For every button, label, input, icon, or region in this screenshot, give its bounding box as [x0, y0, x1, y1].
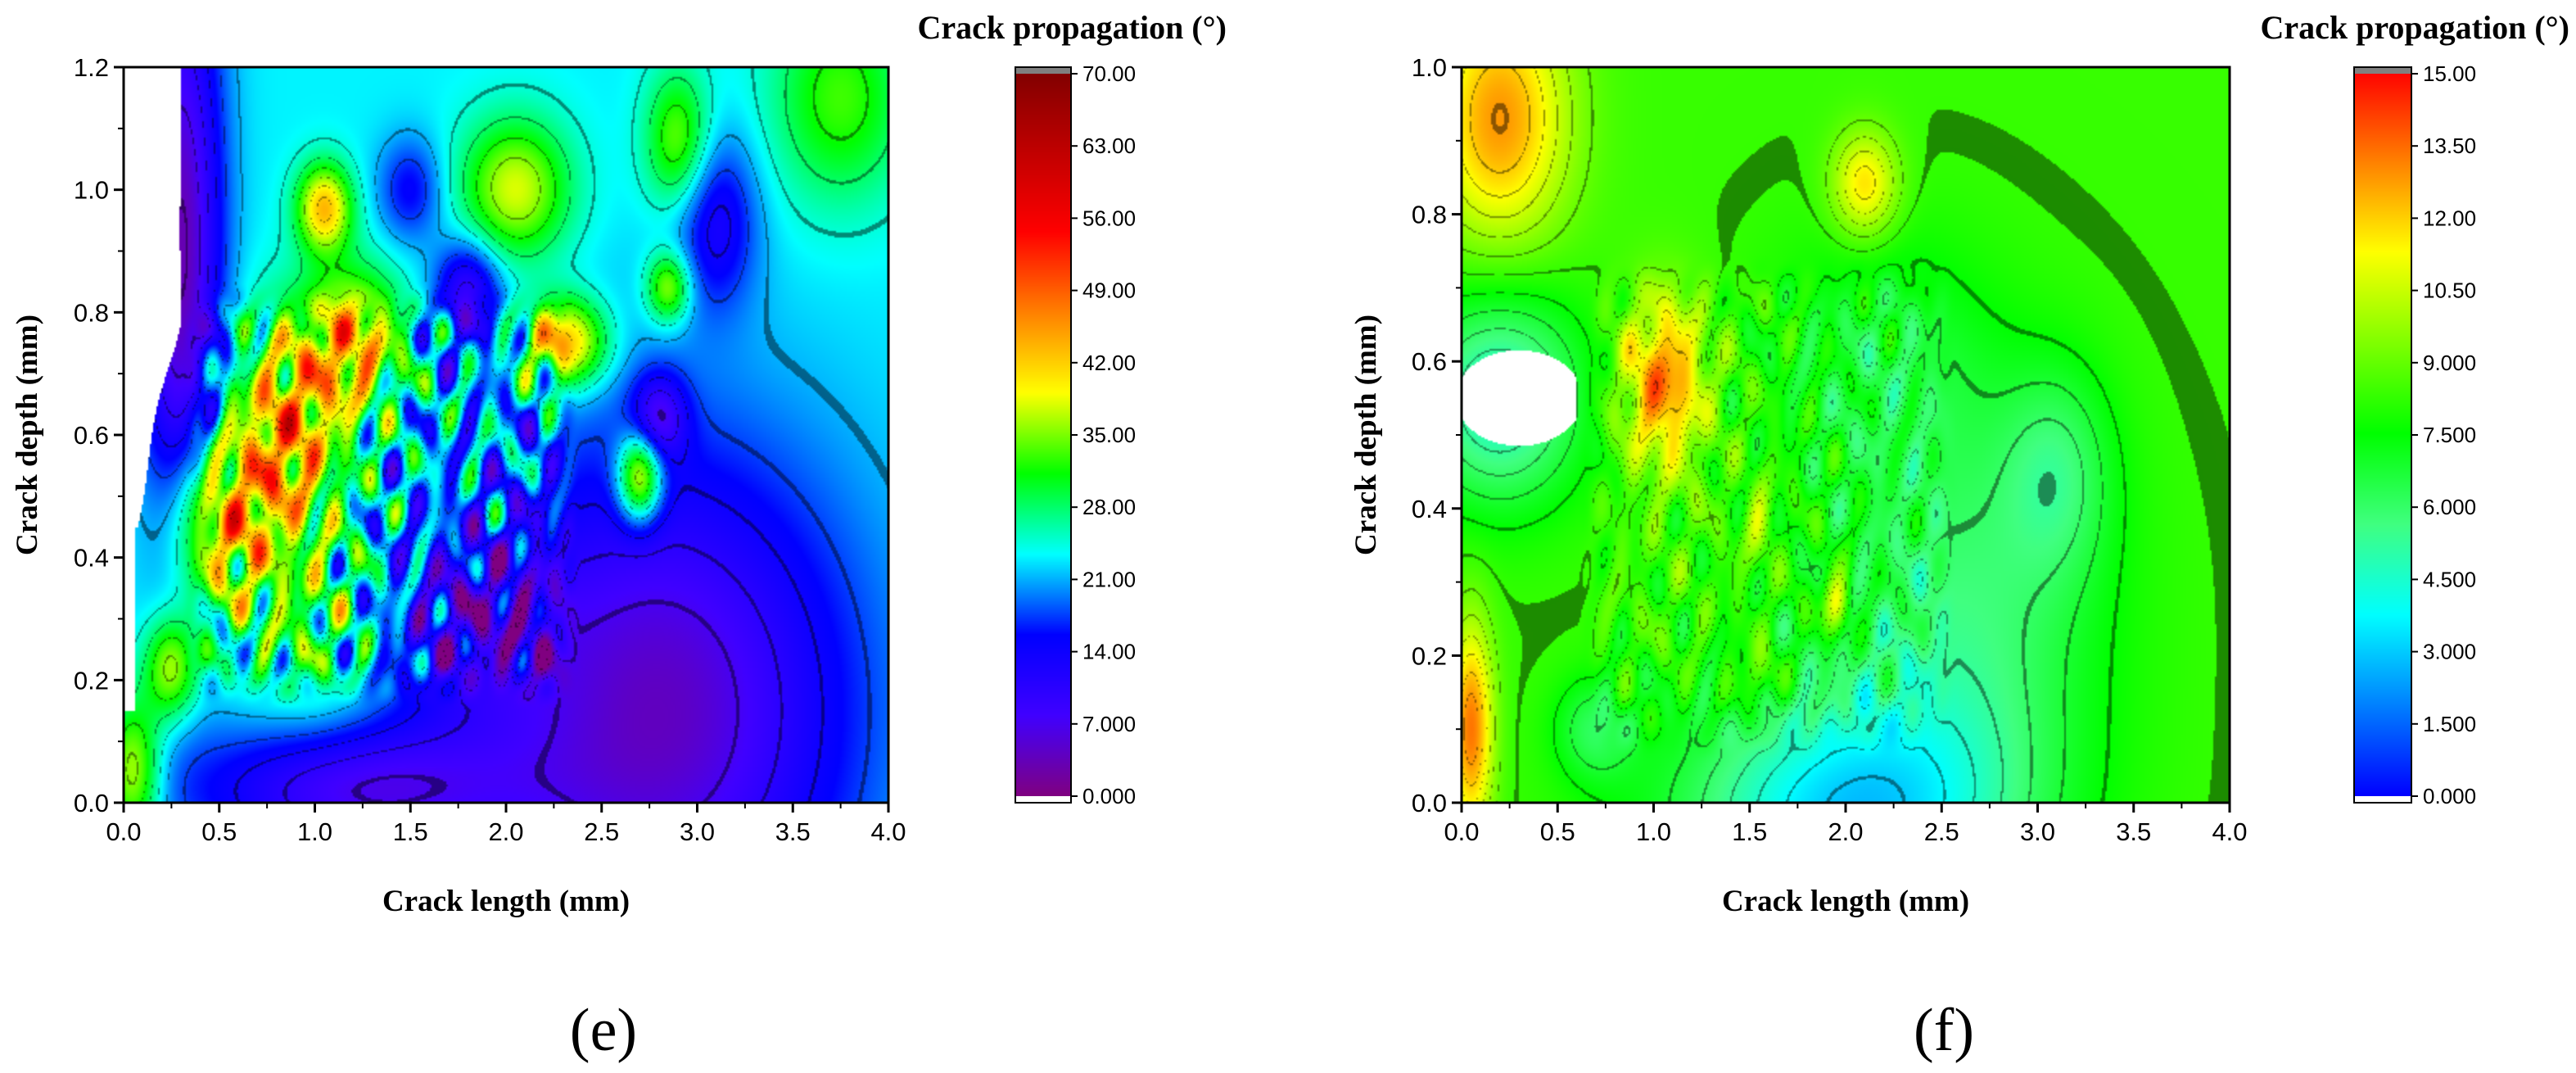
- colorbar-tick-label: 3.000: [2423, 640, 2476, 664]
- colorbar-tick-label: 35.00: [1082, 423, 1136, 447]
- colorbar-tick-label: 56.00: [1082, 206, 1136, 230]
- colorbar-ticks-f: 0.000 1.500 3.000 4.500 6.000 7.500 9.000 10.50…: [2411, 61, 2476, 808]
- colorbar-tick-label: 49.00: [1082, 278, 1136, 303]
- x-tick-label: 1.0: [1636, 817, 1671, 846]
- colorbar-tick-label: 1.500: [2423, 712, 2476, 736]
- x-tick-label: 3.0: [680, 817, 715, 846]
- y-tick-label: 0.6: [1412, 347, 1447, 376]
- colorbar-tick-label: 0.000: [2423, 784, 2476, 808]
- y-tick-label: 1.0: [1412, 53, 1447, 82]
- y-ticks-f: 0.0 0.2 0.4 0.6 0.8 1.0: [1412, 53, 1462, 817]
- x-tick-label: 3.5: [775, 817, 811, 846]
- x-tick-label: 3.0: [2020, 817, 2055, 846]
- plot-frame-f: [1460, 66, 2231, 804]
- y-tick-label: 0.0: [1412, 789, 1447, 817]
- x-tick-label: 2.0: [1828, 817, 1863, 846]
- y-tick-label: 1.0: [74, 176, 109, 205]
- colorbar-ticks-e: 0.000 7.000 14.00 21.00 28.00 35.00 42.00 49.00…: [1071, 61, 1136, 808]
- x-tick-label: 2.0: [488, 817, 523, 846]
- heatmap-f: [1462, 67, 2230, 803]
- colorbar-tick-label: 42.00: [1082, 351, 1136, 375]
- panel-e: 0.0 0.5 1.0 1.5 2.0 2.5 3.0 3.5 4.0 0.0 0.2 0.4 0.6…: [11, 9, 1227, 1064]
- colorbar-top-cap-e: [1015, 67, 1071, 74]
- x-tick-label: 3.5: [2116, 817, 2151, 846]
- panel-label-f: (f): [1914, 997, 1974, 1064]
- colorbar-tick-label: 13.50: [2423, 134, 2476, 158]
- colorbar-top-cap-f: [2354, 67, 2411, 74]
- colorbar-tick-label: 7.500: [2423, 423, 2476, 447]
- colorbar-tick-label: 9.000: [2423, 351, 2476, 375]
- colorbar-tick-label: 0.000: [1082, 784, 1136, 808]
- x-tick-label: 1.5: [1732, 817, 1767, 846]
- x-tick-label: 2.5: [584, 817, 619, 846]
- x-tick-label: 1.5: [393, 817, 428, 846]
- y-tick-label: 0.8: [74, 298, 109, 327]
- y-axis-title-f: Crack depth (mm): [1349, 315, 1383, 555]
- x-ticks-e: 0.0 0.5 1.0 1.5 2.0 2.5 3.0 3.5 4.0: [106, 803, 906, 846]
- x-tick-label: 2.5: [1924, 817, 1959, 846]
- x-axis-title-f: Crack length (mm): [1722, 885, 1969, 918]
- colorbar-tick-label: 12.00: [2423, 206, 2476, 230]
- x-tick-label: 0.0: [106, 817, 141, 846]
- x-tick-label: 1.0: [297, 817, 332, 846]
- colorbar-tick-label: 10.50: [2423, 278, 2476, 303]
- x-tick-label: 4.0: [2212, 817, 2247, 846]
- colorbar-tick-label: 7.000: [1082, 712, 1136, 736]
- colorbar-tick-label: 6.000: [2423, 495, 2476, 519]
- colorbar-tick-label: 28.00: [1082, 495, 1136, 519]
- y-tick-label: 0.4: [1412, 495, 1447, 523]
- colorbar-e: [1015, 70, 1071, 796]
- panel-f: 0.0 0.5 1.0 1.5 2.0 2.5 3.0 3.5 4.0 0.0 0.2 0.4 0.6…: [1349, 9, 2569, 1064]
- x-tick-label: 0.5: [1540, 817, 1575, 846]
- y-tick-label: 1.2: [74, 53, 109, 82]
- y-tick-label: 0.6: [74, 421, 109, 450]
- plot-frame-e: [122, 66, 890, 804]
- colorbar-tick-label: 63.00: [1082, 134, 1136, 158]
- x-axis-title-e: Crack length (mm): [382, 885, 630, 918]
- x-tick-label: 0.0: [1444, 817, 1479, 846]
- colorbar-tick-label: 15.00: [2423, 61, 2476, 86]
- x-tick-label: 4.0: [870, 817, 906, 846]
- y-tick-label: 0.8: [1412, 201, 1447, 229]
- colorbar-title-f: Crack propagation (°): [2261, 9, 2569, 46]
- y-tick-label: 0.0: [74, 789, 109, 817]
- colorbar-f: [2354, 70, 2411, 796]
- colorbar-tick-label: 70.00: [1082, 61, 1136, 86]
- x-tick-label: 0.5: [201, 817, 237, 846]
- colorbar-title-e: Crack propagation (°): [918, 9, 1227, 46]
- y-ticks-e: 0.0 0.2 0.4 0.6 0.8 1.0 1.2: [74, 53, 124, 817]
- x-ticks-f: 0.0 0.5 1.0 1.5 2.0 2.5 3.0 3.5 4.0: [1444, 803, 2248, 846]
- colorbar-tick-label: 21.00: [1082, 567, 1136, 591]
- y-tick-label: 0.4: [74, 544, 109, 573]
- colorbar-bottom-cap-e: [1015, 796, 1071, 803]
- panel-label-e: (e): [570, 997, 637, 1064]
- colorbar-tick-label: 4.500: [2423, 567, 2476, 591]
- colorbar-bottom-cap-f: [2354, 796, 2411, 803]
- y-tick-label: 0.2: [1412, 641, 1447, 670]
- heatmap-e: [124, 67, 888, 803]
- colorbar-tick-label: 14.00: [1082, 640, 1136, 664]
- y-axis-title-e: Crack depth (mm): [11, 315, 44, 555]
- y-tick-label: 0.2: [74, 666, 109, 695]
